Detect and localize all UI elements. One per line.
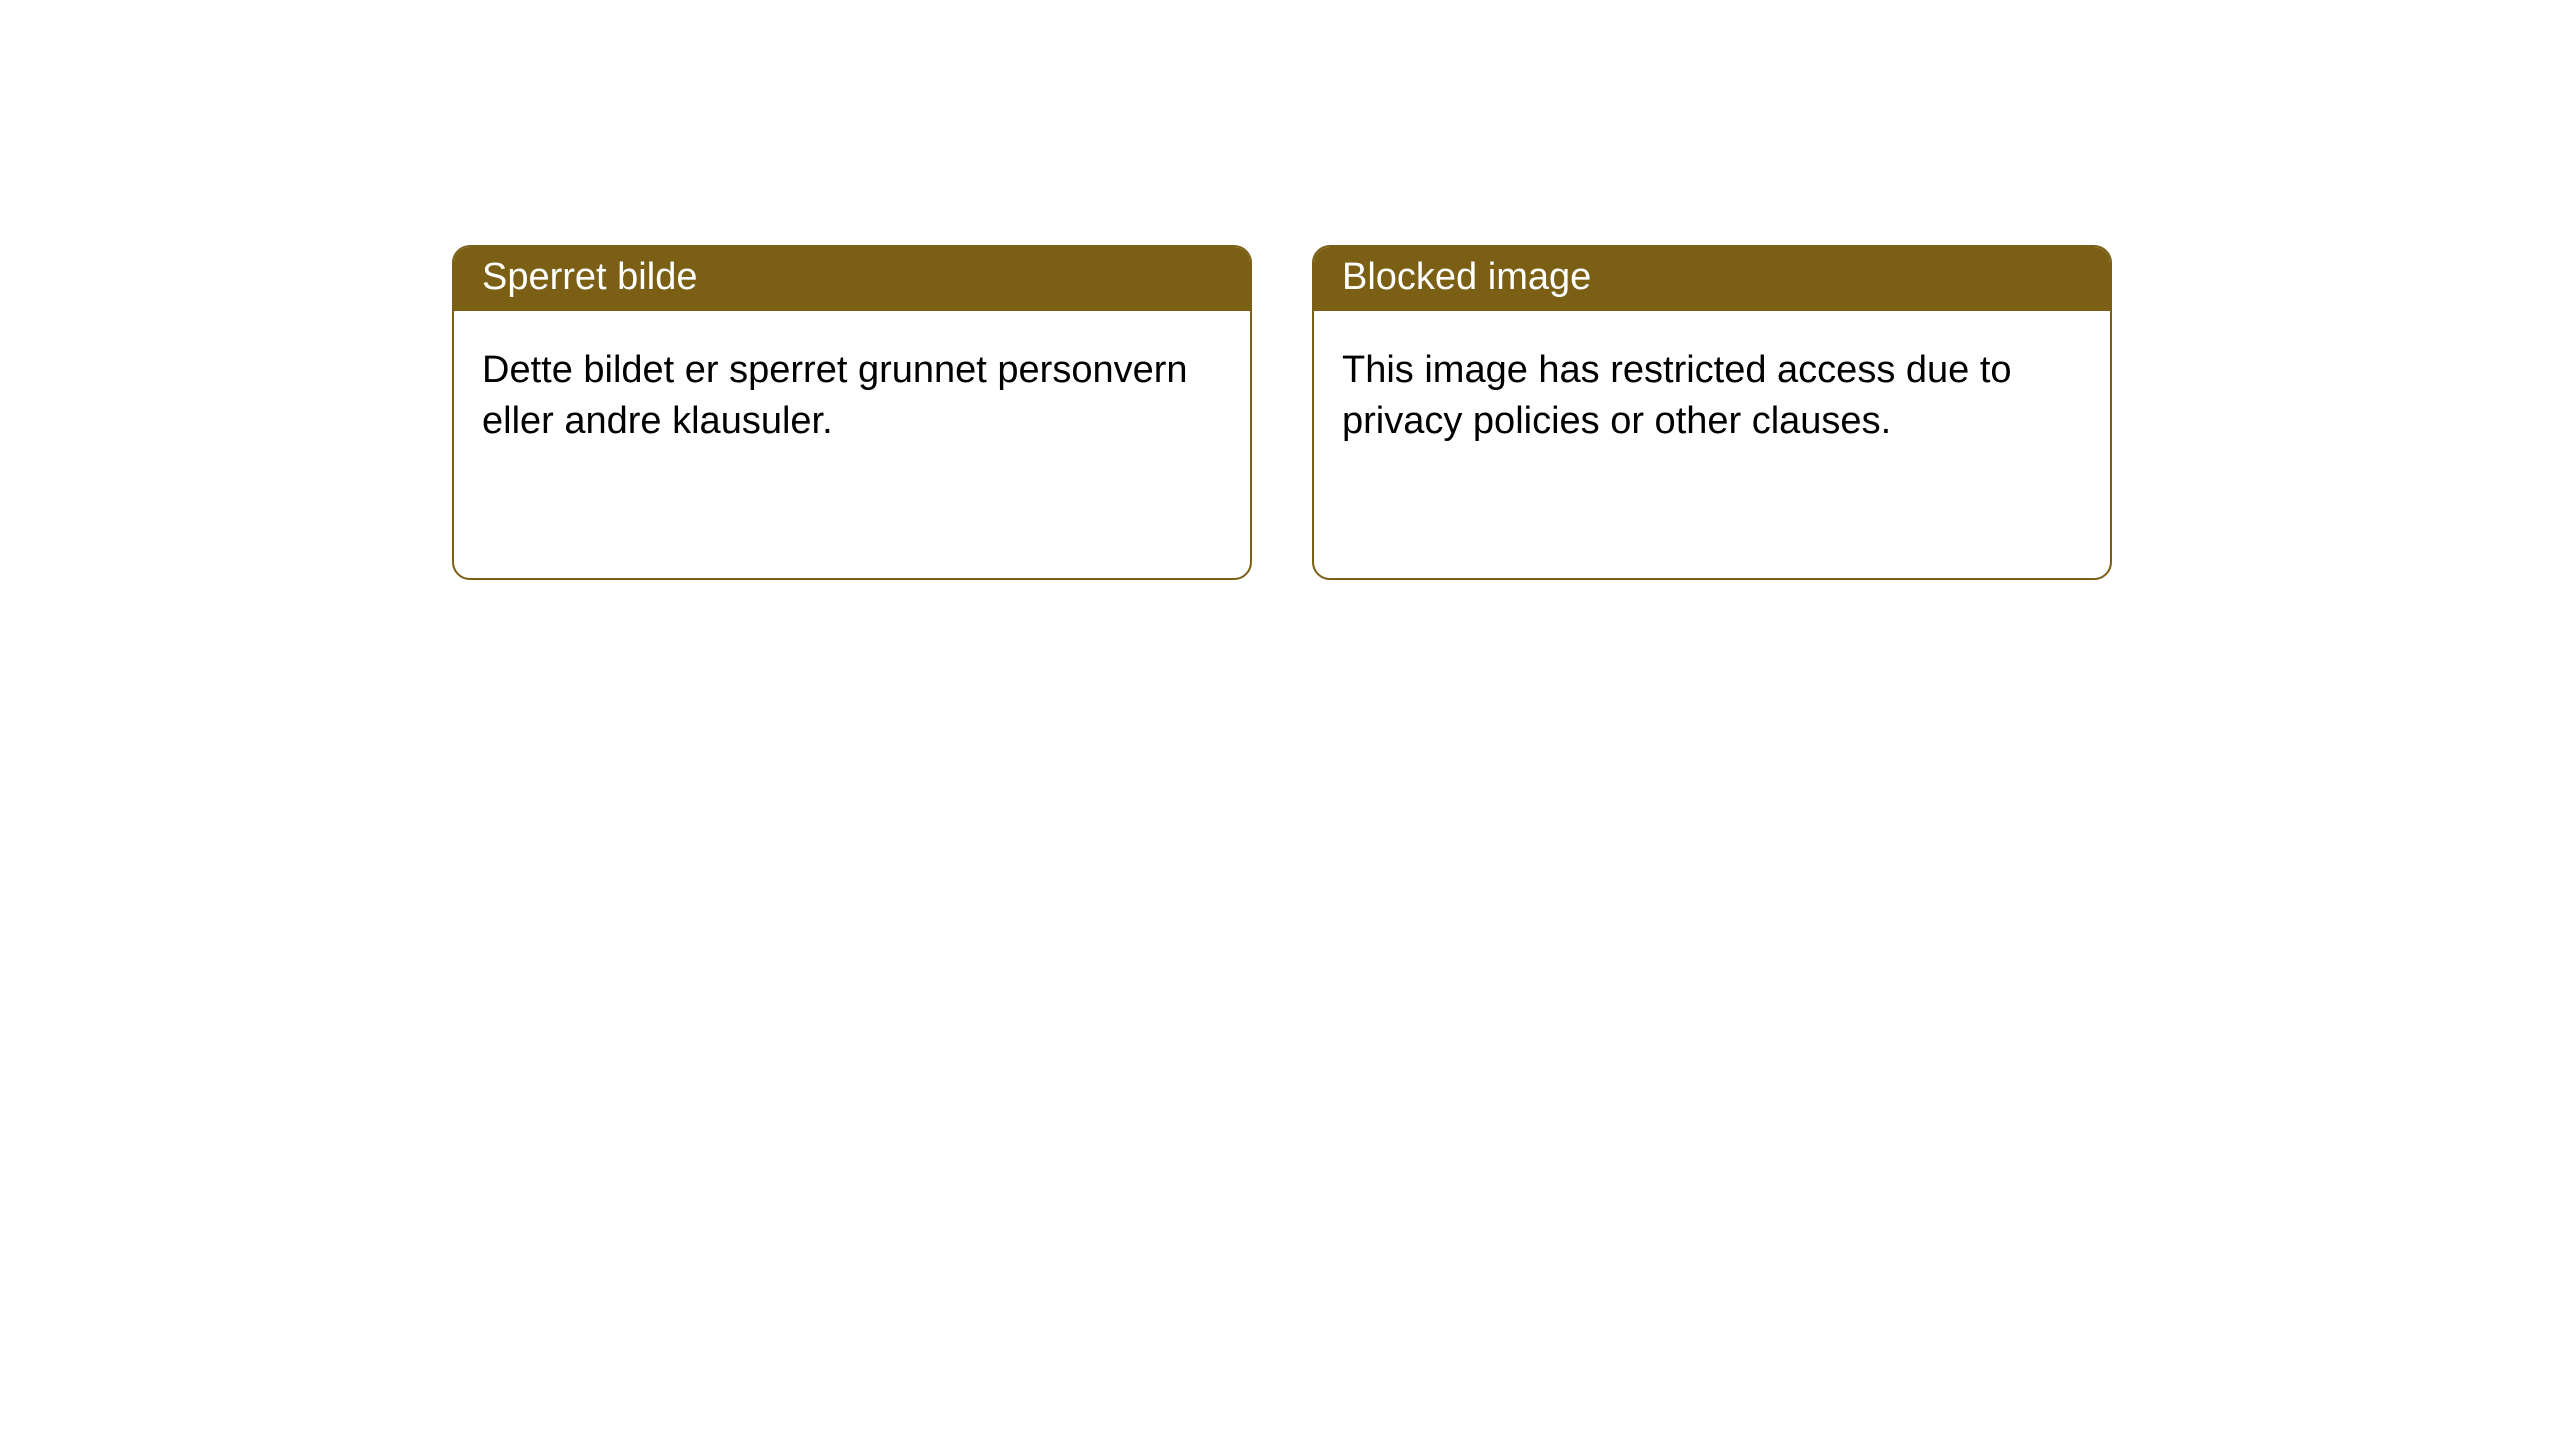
card-title: Blocked image — [1342, 256, 1591, 298]
card-body: Dette bildet er sperret grunnet personve… — [454, 311, 1250, 482]
card-body-text: Dette bildet er sperret grunnet personve… — [482, 349, 1188, 443]
blocked-image-card-en: Blocked image This image has restricted … — [1312, 245, 2112, 580]
notice-container: Sperret bilde Dette bildet er sperret gr… — [0, 0, 2560, 580]
card-title: Sperret bilde — [482, 256, 697, 298]
card-header: Blocked image — [1314, 247, 2110, 311]
card-body: This image has restricted access due to … — [1314, 311, 2110, 482]
card-body-text: This image has restricted access due to … — [1342, 349, 2012, 443]
card-header: Sperret bilde — [454, 247, 1250, 311]
blocked-image-card-no: Sperret bilde Dette bildet er sperret gr… — [452, 245, 1252, 580]
